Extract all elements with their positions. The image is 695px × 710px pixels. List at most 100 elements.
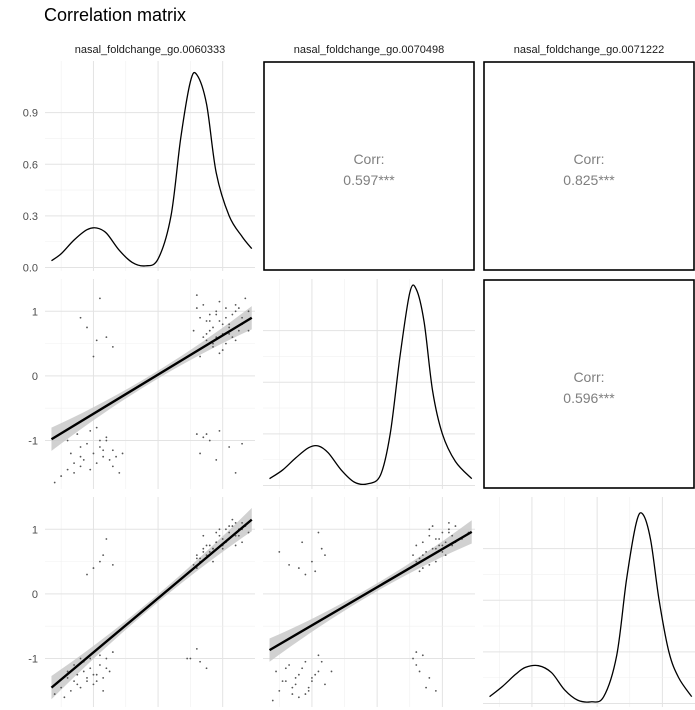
scatter-point [99,654,101,657]
correlation-border [483,61,695,271]
scatter-panel [45,279,255,489]
scatter-point [89,657,92,660]
scatter-point [95,462,98,465]
correlation-panel: Corr: 0.597*** [263,61,475,271]
scatter-point [244,297,247,300]
scatter-point [108,459,111,461]
scatter-point [86,680,88,683]
fit-line [268,530,473,652]
scatter-point [53,693,56,695]
scatter-panel [263,497,475,707]
scatter-point [69,689,72,692]
chart-title: Correlation matrix [44,5,187,25]
y-tick-label: 0.3 [23,211,38,223]
scatter-point [418,670,421,673]
strip-label: nasal_foldchange_go.0071222 [514,44,664,56]
scatter-point [241,521,243,524]
scatter-point [199,316,201,319]
scatter-point [205,667,208,670]
scatter-point [195,647,198,650]
scatter-point [221,349,224,351]
scatter-point [66,468,69,471]
scatter-panel [45,497,255,707]
scatter-point [121,452,124,455]
density-curve [489,512,693,703]
scatter-point [247,329,250,332]
scatter-point [218,534,221,537]
strip-label: nasal_foldchange_go.0070498 [294,44,444,56]
scatter-point [228,525,231,527]
scatter-point [234,521,237,524]
scatter-point [212,342,214,345]
scatter-point [212,326,214,329]
scatter-point [92,452,95,455]
scatter-point [438,544,441,547]
scatter-point [278,689,281,692]
y-tick-label: 0.0 [23,263,38,275]
scatter-point [215,459,218,461]
scatter-point [73,462,75,465]
scatter-point [231,518,234,521]
scatter-point [105,436,108,439]
scatter-point [441,551,444,553]
scatter-point [311,677,313,679]
scatter-point [111,449,114,452]
scatter-point [278,551,281,553]
scatter-point [271,699,274,702]
scatter-point [237,329,240,332]
scatter-point [195,307,198,309]
scatter-point [448,521,450,524]
scatter-point [205,333,208,335]
scatter-point [102,554,105,557]
scatter-point [215,531,218,534]
scatter-point [218,320,221,322]
scatter-point [208,551,211,553]
scatter-point [102,689,105,692]
scatter-point [301,541,304,544]
scatter-point [205,339,208,342]
scatter-point [95,426,98,429]
scatter-point [215,336,218,339]
scatter-point [291,693,294,695]
scatter-point [92,683,95,686]
y-tick-label: -1 [28,436,38,448]
scatter-point [451,544,454,547]
correlation-label: Corr: [573,369,604,385]
scatter-point [73,680,75,683]
scatter-point [225,342,227,345]
scatter-point [195,433,198,435]
scatter-point [441,544,444,547]
scatter-point [434,689,437,692]
scatter-point [237,534,240,537]
scatter-point [297,673,300,676]
density-curve [51,71,253,267]
scatter-point [221,547,224,550]
y-tick-label: 1 [32,524,38,536]
scatter-point [82,459,85,461]
scatter-point [228,333,231,335]
scatter-point [215,313,218,316]
scatter-point [234,534,237,537]
correlation-border [483,279,695,489]
scatter-point [86,677,88,679]
scatter-point [228,531,231,534]
scatter-point [317,654,320,657]
scatter-point [418,570,421,573]
scatter-point [304,573,307,576]
scatter-point [221,538,224,540]
scatter-point [73,471,75,474]
scatter-point [234,471,237,474]
scatter-point [275,670,277,673]
correlation-border [263,61,475,271]
scatter-point [82,670,85,673]
correlation-panel: Corr: 0.825*** [483,61,695,271]
scatter-point [76,433,79,435]
fit-line [50,316,253,441]
scatter-point [76,683,79,686]
density-panel [263,279,475,489]
scatter-point [79,686,82,689]
scatter-point [66,677,69,679]
density-panel [45,61,255,271]
scatter-point [202,336,205,339]
scatter-point [102,677,105,679]
